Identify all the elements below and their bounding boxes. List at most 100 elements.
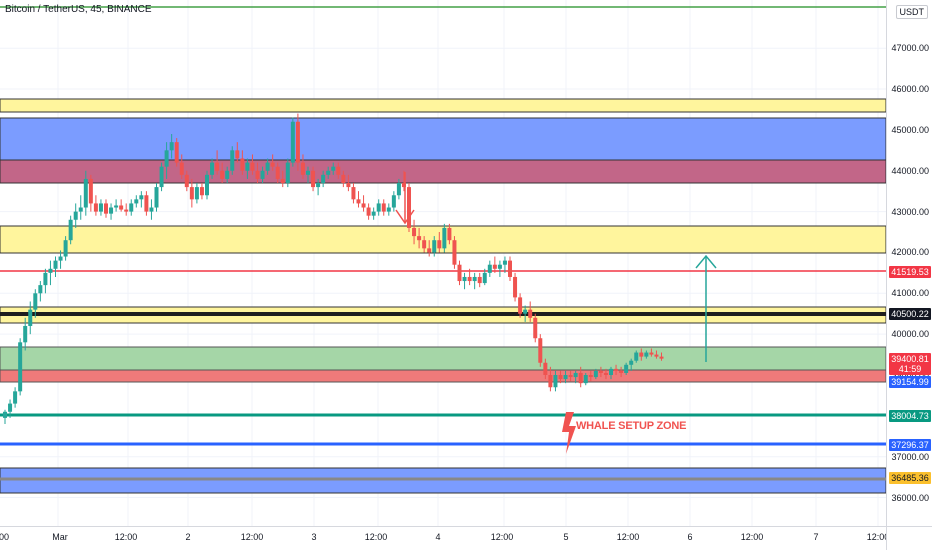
candle-body-22 (114, 205, 119, 208)
candle-body-90 (457, 264, 462, 282)
candle-body-91 (462, 276, 467, 282)
symbol-title[interactable]: Bitcoin / TetherUS, 45, BINANCE (5, 4, 152, 15)
price-label-7: 36485.36 (889, 471, 931, 484)
candle-body-106 (538, 338, 543, 363)
candle-body-66 (336, 166, 341, 175)
candle-body-97 (492, 264, 497, 269)
candle-body-4 (23, 325, 28, 343)
candle-body-112 (568, 375, 573, 378)
candle-body-89 (452, 240, 457, 265)
price-tick-10: 37000.00 (891, 451, 929, 462)
blue-zone (0, 117, 886, 161)
candle-body-62 (316, 183, 321, 188)
candle-body-49 (250, 162, 255, 171)
candle-body-85 (432, 240, 437, 253)
candle-body-73 (371, 211, 376, 216)
time-tick-3: 2 (185, 532, 191, 542)
candle-body-104 (528, 309, 533, 318)
candle-body-27 (139, 195, 144, 200)
candle-body-100 (508, 260, 512, 277)
time-tick-2: 12:00 (114, 532, 138, 542)
candle-body-8 (43, 272, 48, 286)
candle-body-84 (427, 248, 432, 253)
candle-body-102 (518, 297, 523, 314)
candle-body-34 (174, 142, 179, 163)
candle-body-108 (548, 375, 553, 388)
price-tick-5: 42000.00 (891, 247, 929, 258)
candle-body-71 (361, 203, 366, 208)
candle-body-21 (109, 207, 114, 214)
candle-body-14 (73, 211, 78, 220)
candle-body-94 (477, 276, 482, 284)
candle-body-0 (3, 411, 7, 418)
price-tick-11: 36000.00 (891, 492, 929, 503)
candle-body-59 (300, 162, 305, 175)
candle-body-41 (210, 162, 215, 175)
candle-body-122 (619, 370, 624, 373)
price-axis[interactable]: USDT 47000.00 46000.00 45000.00 44000.00 430… (886, 0, 932, 526)
candle-body-111 (563, 375, 568, 380)
candle-body-130 (659, 356, 664, 359)
candle-body-40 (205, 174, 209, 196)
candle-body-113 (573, 372, 578, 378)
chart-plot-area[interactable]: Bitcoin / TetherUS, 45, BINANCE WHALE SE… (0, 0, 886, 526)
price-tick-7: 40000.00 (891, 329, 929, 340)
candle-body-48 (245, 162, 250, 171)
candle-body-98 (497, 264, 502, 269)
candle-body-96 (487, 264, 492, 273)
candle-body-10 (53, 260, 58, 269)
price-tick-0: 47000.00 (891, 43, 929, 54)
candle-body-45 (230, 150, 235, 171)
green-zone (0, 346, 886, 371)
candle-body-87 (442, 227, 447, 249)
candle-body-28 (144, 195, 149, 212)
candle-body-101 (513, 276, 518, 298)
candle-body-58 (295, 121, 300, 163)
candle-body-3 (18, 342, 23, 392)
currency-badge[interactable]: USDT (895, 5, 928, 19)
candle-body-86 (437, 240, 442, 249)
price-label-1: 40500.22 (889, 307, 931, 320)
candle-body-38 (194, 187, 199, 200)
candle-body-121 (614, 368, 619, 371)
time-tick-5: 3 (311, 532, 317, 542)
candle-body-15 (78, 207, 83, 212)
time-tick-10: 12:00 (616, 532, 640, 542)
candle-body-55 (280, 178, 285, 184)
candle-body-5 (28, 309, 33, 326)
candle-body-75 (381, 203, 386, 212)
candle-body-60 (306, 170, 310, 175)
candle-body-93 (472, 276, 477, 282)
candle-body-72 (366, 207, 371, 216)
candle-body-110 (558, 375, 563, 380)
candle-body-95 (482, 272, 487, 284)
lightning-icon (562, 412, 576, 454)
time-axis[interactable]: 00 Mar 12:00 2 12:00 3 12:00 4 12:00 5 12:00 6 12:00… (0, 526, 889, 550)
candle-body-50 (255, 170, 260, 179)
candle-body-13 (68, 219, 73, 241)
candle-body-123 (624, 364, 629, 373)
price-label-4: 39154.99 (889, 376, 931, 389)
candle-body-17 (88, 178, 93, 204)
chart-canvas[interactable] (0, 0, 886, 526)
candle-body-92 (467, 276, 472, 282)
candle-body-37 (189, 187, 194, 200)
candle-body-63 (321, 174, 326, 184)
candle-body-128 (649, 352, 654, 355)
time-tick-11: 6 (687, 532, 693, 542)
candle-body-42 (215, 162, 220, 171)
candle-body-117 (593, 370, 598, 378)
candle-body-68 (346, 183, 351, 188)
price-tick-4: 43000.00 (891, 206, 929, 217)
candle-body-70 (356, 199, 361, 204)
candle-body-109 (553, 375, 558, 388)
axis-corner (886, 526, 932, 550)
candle-body-129 (654, 354, 659, 357)
time-tick-8: 12:00 (490, 532, 514, 542)
down-arrow-head (395, 209, 415, 225)
candle-body-24 (124, 209, 129, 212)
candle-body-32 (164, 150, 169, 167)
time-tick-13: 7 (813, 532, 819, 542)
price-tick-6: 41000.00 (891, 288, 929, 299)
candle-body-61 (311, 170, 316, 188)
